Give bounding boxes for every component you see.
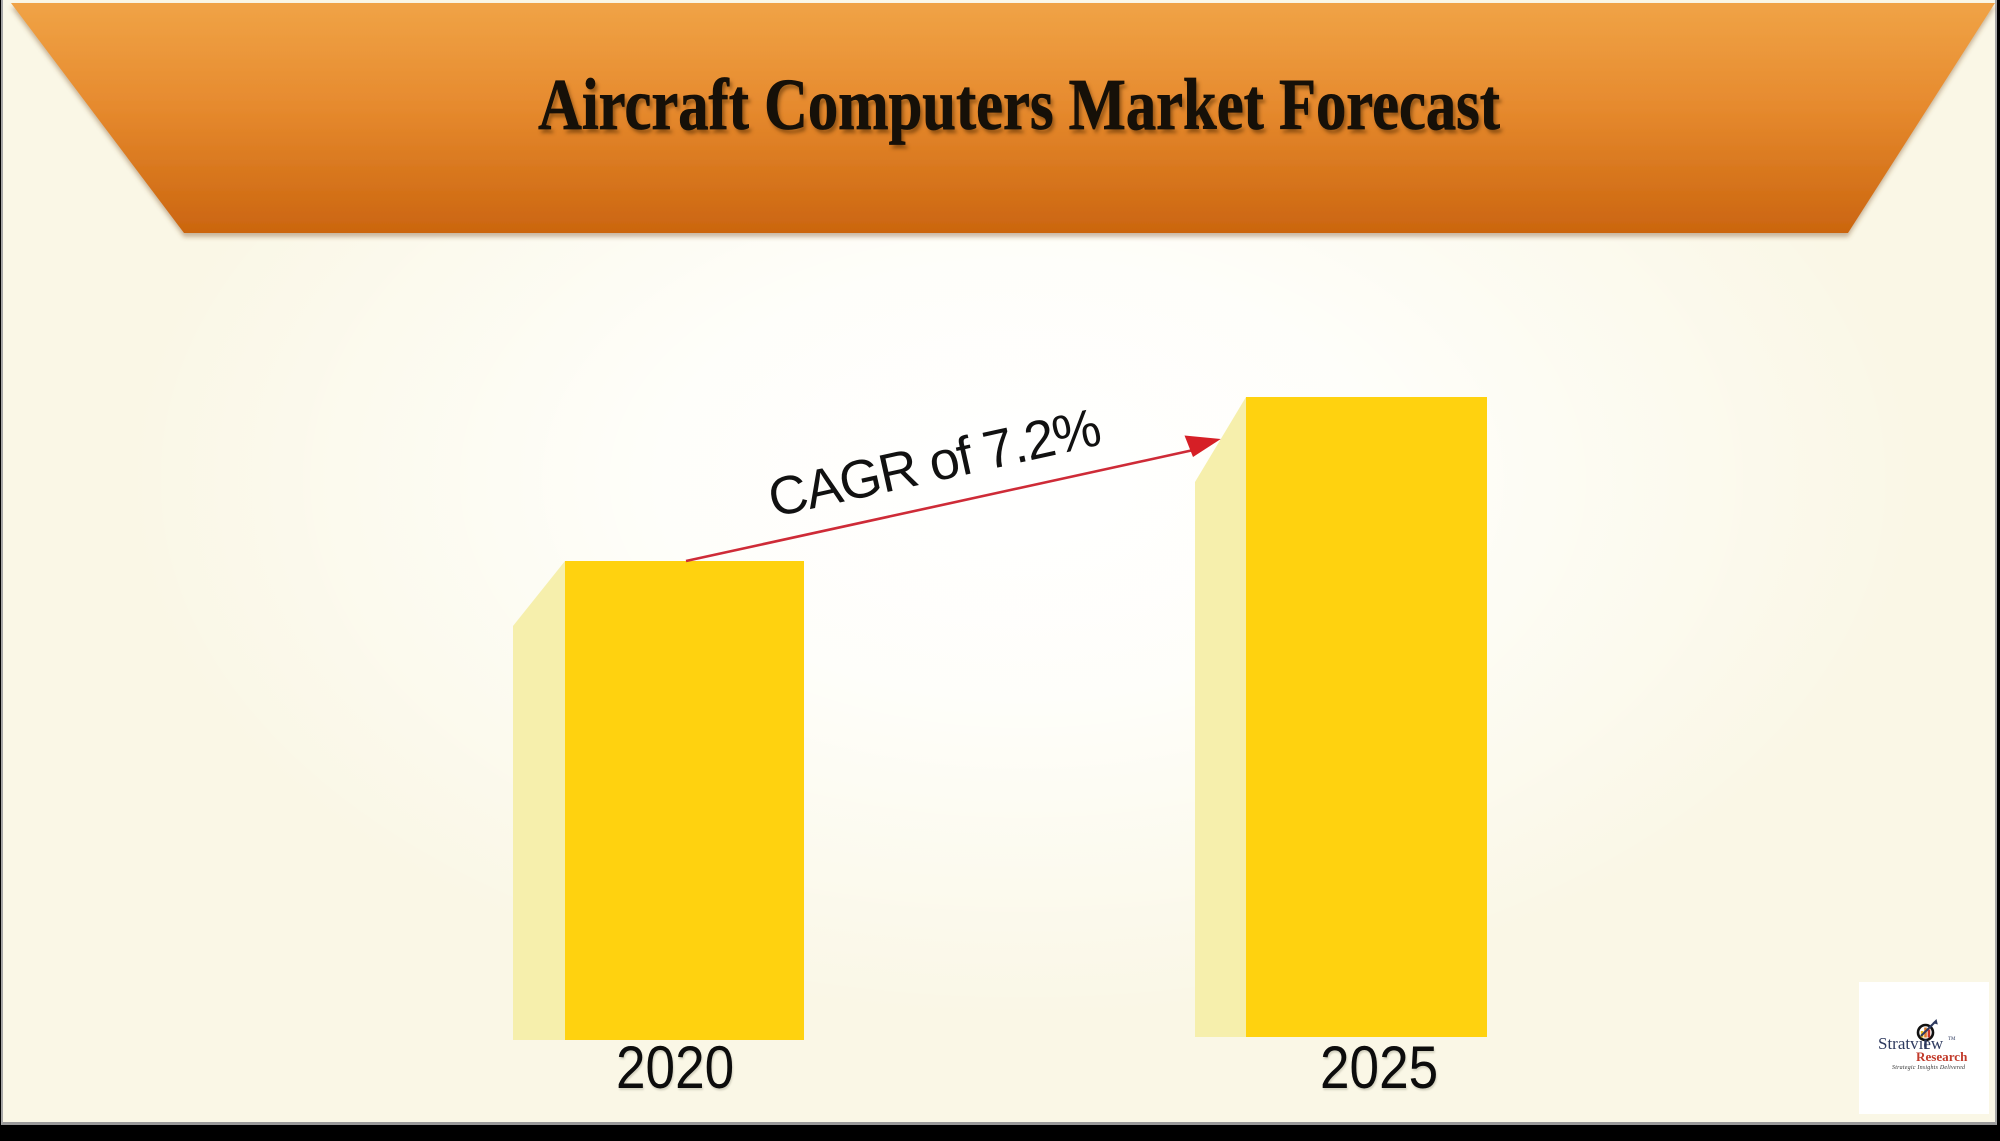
svg-text:Research: Research — [1916, 1049, 1968, 1064]
svg-text:TM: TM — [1948, 1037, 1956, 1042]
svg-text:Strategic Insights Delivered: Strategic Insights Delivered — [1892, 1065, 1966, 1071]
